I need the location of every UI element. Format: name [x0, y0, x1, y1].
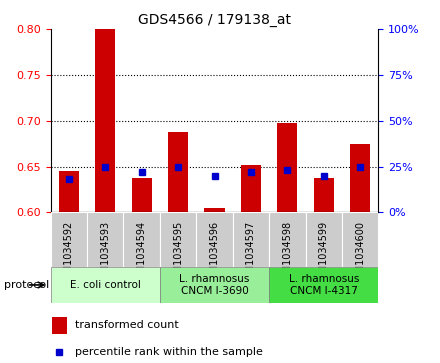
Bar: [305, 212, 342, 267]
Text: GSM1034596: GSM1034596: [209, 220, 220, 286]
Text: GSM1034600: GSM1034600: [355, 220, 365, 286]
Bar: [269, 212, 305, 267]
Bar: [277, 123, 297, 212]
Bar: [51, 212, 87, 267]
Text: GSM1034592: GSM1034592: [64, 220, 74, 286]
Text: GSM1034597: GSM1034597: [246, 220, 256, 286]
Bar: [160, 212, 196, 267]
Bar: [314, 178, 334, 212]
Title: GDS4566 / 179138_at: GDS4566 / 179138_at: [138, 13, 291, 26]
Bar: [168, 132, 188, 212]
Text: GSM1034599: GSM1034599: [319, 220, 329, 286]
Bar: [52, 317, 67, 334]
Bar: [233, 212, 269, 267]
Bar: [51, 267, 160, 303]
Text: L. rhamnosus
CNCM I-4317: L. rhamnosus CNCM I-4317: [289, 274, 359, 296]
Bar: [160, 267, 269, 303]
Bar: [196, 212, 233, 267]
Bar: [59, 171, 79, 212]
Bar: [350, 144, 370, 212]
Bar: [124, 212, 160, 267]
Bar: [132, 178, 152, 212]
Bar: [95, 29, 115, 212]
Text: percentile rank within the sample: percentile rank within the sample: [75, 347, 263, 357]
Bar: [269, 267, 378, 303]
Text: GSM1034595: GSM1034595: [173, 220, 183, 286]
Text: GSM1034593: GSM1034593: [100, 220, 110, 286]
Text: E. coli control: E. coli control: [70, 280, 141, 290]
Text: GSM1034594: GSM1034594: [137, 220, 147, 286]
Text: protocol: protocol: [4, 280, 50, 290]
Text: transformed count: transformed count: [75, 321, 179, 330]
Bar: [241, 165, 261, 212]
Text: GSM1034598: GSM1034598: [282, 220, 292, 286]
Bar: [87, 212, 124, 267]
Bar: [205, 208, 224, 212]
Text: L. rhamnosus
CNCM I-3690: L. rhamnosus CNCM I-3690: [180, 274, 249, 296]
Bar: [342, 212, 378, 267]
